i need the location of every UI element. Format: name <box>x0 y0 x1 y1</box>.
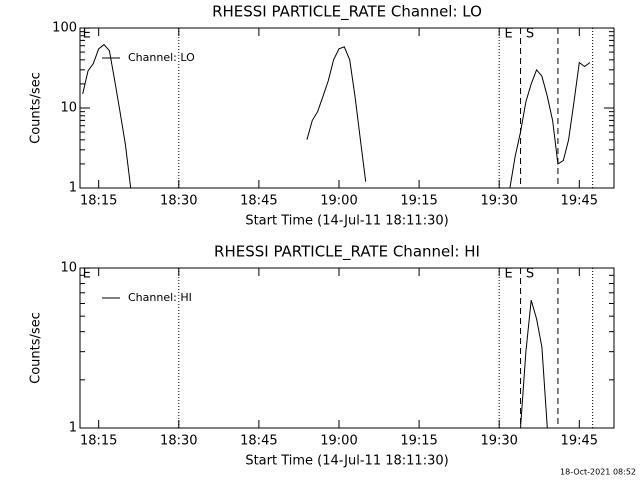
y-tick-label: 1 <box>69 181 77 196</box>
x-tick-label: 18:45 <box>240 194 277 209</box>
series-line <box>82 43 591 189</box>
y-tick-label: 100 <box>52 21 77 36</box>
footer: 18-Oct-2021 08:52 <box>560 468 636 477</box>
x-tick-label: 18:15 <box>80 434 117 449</box>
x-tick-label: 19:00 <box>320 194 357 209</box>
legend-label: Channel: LO <box>128 51 195 64</box>
y-tick-label: 10 <box>60 101 77 116</box>
x-tick-label: 18:45 <box>240 434 277 449</box>
y-axis-label: Counts/sec <box>29 72 44 144</box>
chart-title: RHESSI PARTICLE_RATE Channel: LO <box>212 3 482 22</box>
y-tick-label: 10 <box>60 261 77 276</box>
annotation: E <box>83 27 91 42</box>
y-axis-label: Counts/sec <box>29 312 44 384</box>
annotation: S <box>526 267 534 282</box>
x-axis-label: Start Time (14-Jul-11 18:11:30) <box>245 454 448 469</box>
annotation: E <box>505 267 513 282</box>
annotation: E <box>83 267 91 282</box>
x-tick-label: 19:45 <box>561 434 598 449</box>
x-tick-label: 19:15 <box>400 434 437 449</box>
x-tick-label: 18:30 <box>160 194 197 209</box>
x-tick-label: 18:15 <box>80 194 117 209</box>
series-line <box>520 299 548 429</box>
chart-title: RHESSI PARTICLE_RATE Channel: HI <box>214 243 480 262</box>
x-tick-label: 19:45 <box>561 194 598 209</box>
annotation: S <box>526 27 534 42</box>
x-tick-label: 18:30 <box>160 434 197 449</box>
x-axis-label: Start Time (14-Jul-11 18:11:30) <box>245 214 448 229</box>
y-tick-label: 1 <box>69 421 77 436</box>
x-tick-label: 19:30 <box>480 194 517 209</box>
x-tick-label: 19:15 <box>400 194 437 209</box>
annotation: E <box>505 27 513 42</box>
plot-frame <box>79 267 615 429</box>
x-tick-label: 19:00 <box>320 434 357 449</box>
legend-label: Channel: HI <box>128 291 192 304</box>
x-tick-label: 19:30 <box>480 434 517 449</box>
